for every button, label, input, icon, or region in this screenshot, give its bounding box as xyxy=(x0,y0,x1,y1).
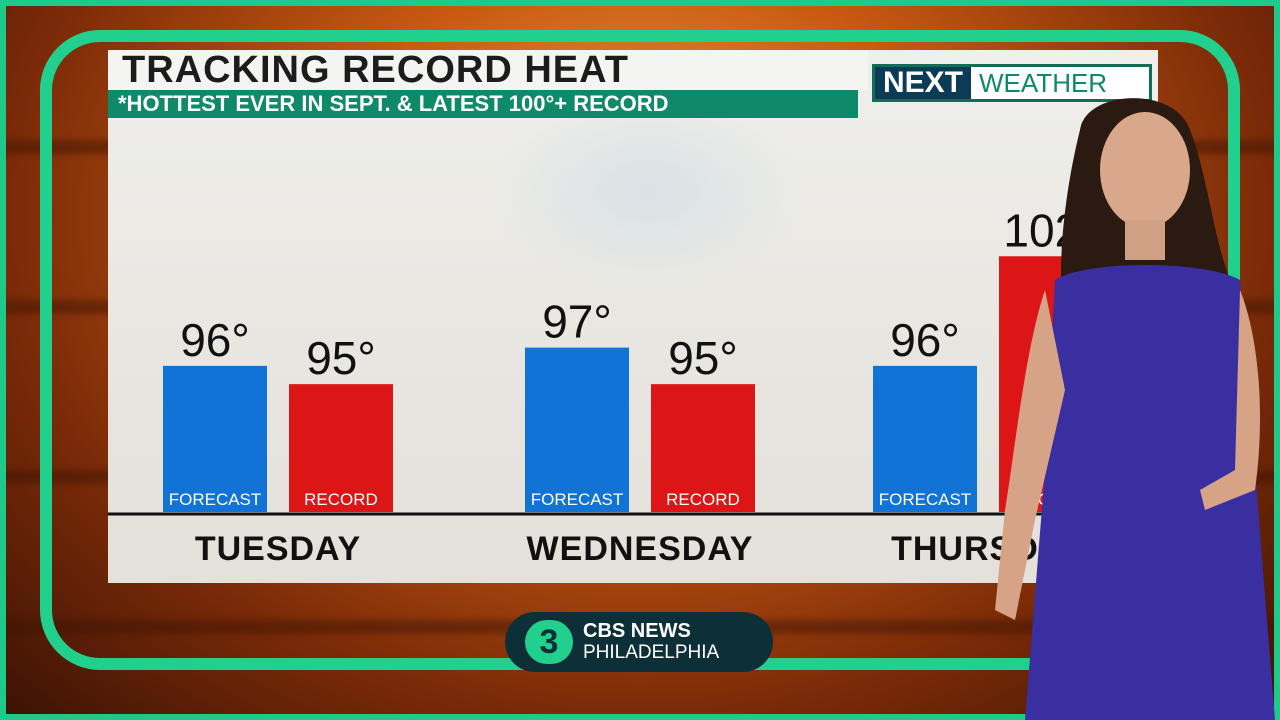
badge-network: CBS NEWS xyxy=(583,620,691,642)
presenter-figure xyxy=(995,98,1275,720)
value-label: 95° xyxy=(306,332,376,384)
value-label: 96° xyxy=(180,314,250,366)
bar-series-label: FORECAST xyxy=(879,490,972,509)
bar-series-label: RECORD xyxy=(304,490,378,509)
value-label: 96° xyxy=(890,314,960,366)
bar-record-wednesday xyxy=(651,384,755,512)
bar-series-label: FORECAST xyxy=(531,490,624,509)
day-label-wednesday: WEDNESDAY xyxy=(527,530,754,568)
channel-3-icon: 3 xyxy=(525,620,573,664)
badge-text: CBS NEWS PHILADELPHIA xyxy=(583,620,719,664)
bar-series-label: RECORD xyxy=(666,490,740,509)
cbs-philadelphia-badge: 3 CBS NEWS PHILADELPHIA xyxy=(505,612,773,672)
bar-record-tuesday xyxy=(289,384,393,512)
bar-forecast-wednesday xyxy=(525,347,629,512)
bar-series-label: FORECAST xyxy=(169,490,262,509)
graphic-panel: TRACKING RECORD HEAT *HOTTEST EVER IN SE… xyxy=(108,50,1158,583)
value-label: 95° xyxy=(668,332,738,384)
sun-glow xyxy=(488,90,808,290)
graphic-subtitle: *HOTTEST EVER IN SEPT. & LATEST 100°+ RE… xyxy=(108,90,858,118)
logo-weather-text: WEATHER xyxy=(979,67,1108,98)
value-label: 97° xyxy=(542,296,612,348)
graphic-title: TRACKING RECORD HEAT xyxy=(108,50,868,90)
bar-forecast-tuesday xyxy=(163,365,267,512)
next-weather-logo: NEXT WEATHER xyxy=(872,64,1152,102)
day-label-tuesday: TUESDAY xyxy=(195,530,361,568)
logo-next-text: NEXT xyxy=(875,67,972,99)
badge-city: PHILADELPHIA xyxy=(583,642,720,663)
bar-forecast-thursday xyxy=(873,365,977,512)
